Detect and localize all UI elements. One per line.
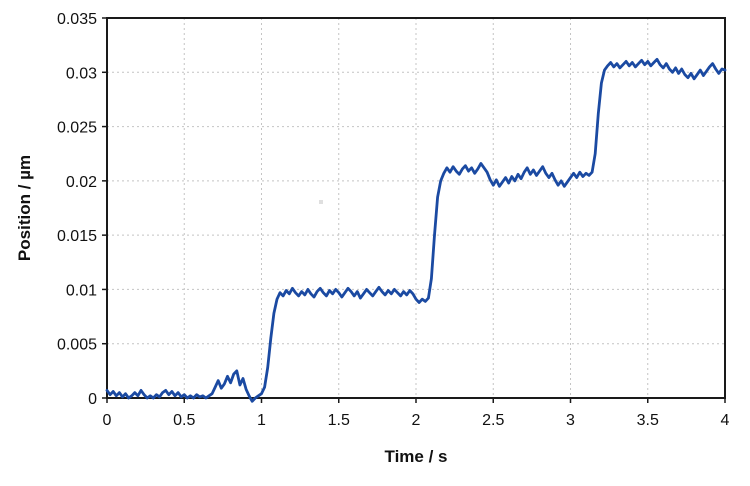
axis-ticks (102, 17, 726, 403)
dust-speck-artifact (319, 200, 323, 204)
x-tick-label: 1.5 (328, 412, 350, 429)
y-tick-label: 0.005 (57, 337, 97, 354)
y-tick-label: 0.025 (57, 120, 97, 137)
x-tick-label: 2.5 (482, 412, 504, 429)
y-tick-label: 0 (88, 391, 97, 408)
x-tick-label: 2 (412, 412, 421, 429)
data-series (105, 57, 727, 403)
y-tick-label: 0.035 (57, 11, 97, 28)
x-tick-label: 0 (103, 412, 112, 429)
x-axis-title: Time / s (385, 447, 448, 466)
x-tick-label: 4 (721, 412, 730, 429)
y-tick-label: 0.02 (66, 174, 97, 191)
position-trace-line (105, 57, 727, 403)
plot-border (106, 17, 726, 399)
x-tick-label: 0.5 (173, 412, 195, 429)
y-tick-label: 0.03 (66, 65, 97, 82)
tick-labels: 0 0.5 1 1.5 2 2.5 3 3.5 4 0 0.005 0.01 0.015 0.02 0.02… (57, 11, 730, 429)
x-tick-label: 3 (566, 412, 575, 429)
y-tick-label: 0.01 (66, 282, 97, 299)
x-tick-label: 3.5 (637, 412, 659, 429)
x-tick-label: 1 (257, 412, 266, 429)
grid-lines (107, 18, 725, 398)
y-tick-label: 0.015 (57, 228, 97, 245)
y-axis-title: Position / µm (15, 155, 34, 261)
